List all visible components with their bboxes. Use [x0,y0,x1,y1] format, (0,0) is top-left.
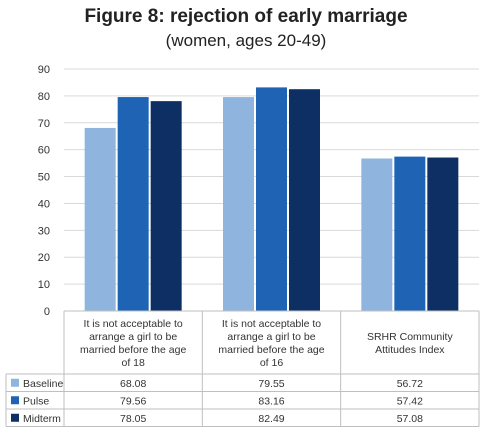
data-table-value: 83.16 [258,395,284,407]
x-category-label: arrange a girl to be [227,331,315,343]
legend-label-baseline: Baseline [23,378,63,390]
bar-pulse [394,156,426,311]
data-table-value: 56.72 [397,378,423,390]
data-table-value: 78.05 [120,413,146,425]
y-tick-label: 60 [38,145,50,157]
y-tick-label: 70 [38,118,50,130]
chart-title: Figure 8: rejection of early marriage [84,6,408,27]
y-tick-label: 30 [38,225,50,237]
x-category-label: arrange a girl to be [89,331,177,343]
x-category-label: Attitudes Index [375,344,445,356]
legend-swatch-pulse [11,396,19,405]
y-tick-label: 90 [38,64,50,76]
bar-baseline [84,127,116,311]
data-table-value: 57.08 [397,413,423,425]
y-tick-label: 50 [38,172,50,184]
legend-swatch-midterm [11,413,19,422]
x-category-label: SRHR Community [367,331,454,343]
x-category-label: It is not acceptable to [222,318,321,330]
bar-baseline [223,97,254,311]
legend-label-pulse: Pulse [23,395,49,407]
y-tick-label: 40 [38,198,50,210]
bar-midterm [150,101,182,311]
data-table-value: 79.56 [120,395,146,407]
legend-label-midterm: Midterm [23,413,61,425]
bar-pulse [117,97,149,312]
x-category-label: of 16 [260,357,284,369]
data-table-value: 68.08 [120,378,146,390]
x-category-label: It is not acceptable to [84,318,183,330]
chart-subtitle: (women, ages 20-49) [165,31,327,50]
bar-baseline [361,158,393,311]
bar-pulse [256,87,287,311]
y-tick-label: 20 [38,252,50,264]
y-tick-label: 10 [38,279,50,291]
data-table-value: 82.49 [258,413,284,425]
x-category-label: of 18 [121,357,145,369]
data-table-value: 79.55 [258,378,284,390]
bar-midterm [427,157,459,311]
data-table-value: 57.42 [397,395,423,407]
legend-swatch-baseline [11,378,19,387]
y-tick-label: 80 [38,91,50,103]
x-category-label: married before the age [218,344,324,356]
bar-midterm [289,89,320,311]
x-category-label: married before the age [80,344,186,356]
y-tick-label: 0 [44,306,50,318]
